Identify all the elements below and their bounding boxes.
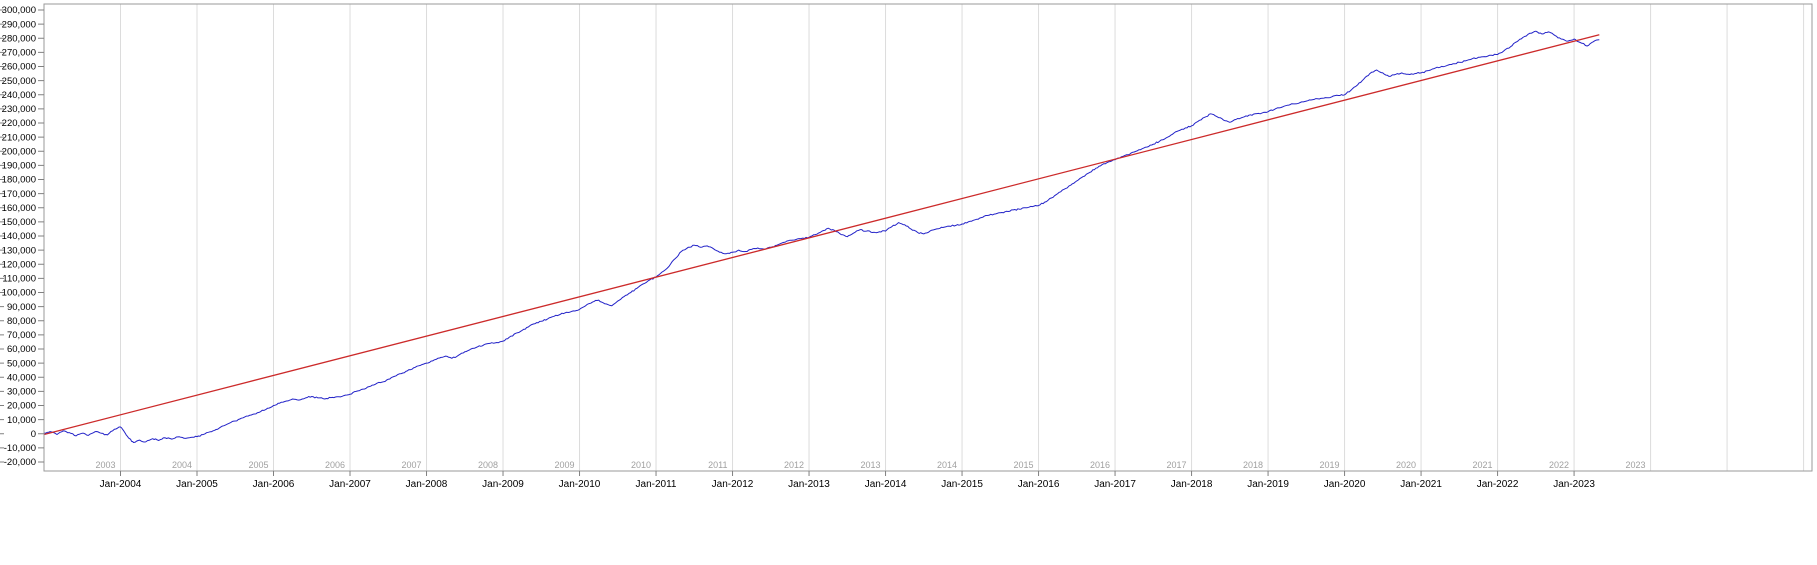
inner-year-label: 2020 <box>1396 460 1416 470</box>
y-tick-label: 30,000 <box>7 387 36 398</box>
y-tick-label: 210,000 <box>2 132 36 143</box>
x-tick-label: Jan-2022 <box>1477 479 1519 490</box>
y-tick-label: 40,000 <box>7 372 36 383</box>
plot-border <box>43 3 1813 472</box>
x-tick-label: Jan-2017 <box>1094 479 1136 490</box>
inner-year-label: 2022 <box>1549 460 1569 470</box>
y-tick-label: 120,000 <box>2 259 36 270</box>
y-tick-label: 300,000 <box>2 5 36 16</box>
x-tick-label: Jan-2019 <box>1247 479 1289 490</box>
inner-year-label: 2004 <box>172 460 192 470</box>
y-tick-label: 140,000 <box>2 231 36 242</box>
inner-year-labels: 2003 2004 2005 2006 2007 2008 2009 2010 2011 2012… <box>95 460 1645 470</box>
y-tick-label: 90,000 <box>7 302 36 313</box>
x-axis: Jan-2004 Jan-2005 Jan-2006 Jan-2007 Jan-2008… <box>100 471 1595 490</box>
x-tick-label: Jan-2007 <box>329 479 371 490</box>
x-tick-label: Jan-2009 <box>482 479 524 490</box>
inner-year-label: 2011 <box>708 460 727 470</box>
equity-curve-path <box>43 30 1600 443</box>
inner-year-label: 2015 <box>1014 460 1034 470</box>
y-tick-label: 270,000 <box>2 48 36 59</box>
y-tick-label: 200,000 <box>2 146 36 157</box>
x-tick-label: Jan-2004 <box>100 479 142 490</box>
y-tick-label: 80,000 <box>7 316 36 327</box>
x-tick-label: Jan-2012 <box>712 479 754 490</box>
inner-year-label: 2023 <box>1626 460 1646 470</box>
inner-year-label: 2013 <box>861 460 881 470</box>
y-axis: 300,000 290,000 280,000 270,000 260,000 250,0… <box>0 5 44 468</box>
inner-year-label: 2005 <box>248 460 268 470</box>
y-tick-label: 60,000 <box>7 344 36 355</box>
y-tick-label: 170,000 <box>2 189 36 200</box>
x-tick-label: Jan-2015 <box>941 479 983 490</box>
x-tick-label: Jan-2008 <box>406 479 448 490</box>
y-tick-label: 10,000 <box>7 415 36 426</box>
y-tick-label: 110,000 <box>2 274 36 285</box>
y-tick-label: 250,000 <box>2 76 36 87</box>
inner-year-label: 2008 <box>478 460 498 470</box>
y-tick-label: -10,000 <box>4 443 36 454</box>
inner-year-label: 2003 <box>95 460 115 470</box>
inner-year-label: 2006 <box>325 460 345 470</box>
inner-year-label: 2007 <box>401 460 421 470</box>
y-tick-label: 160,000 <box>2 203 36 214</box>
x-tick-label: Jan-2021 <box>1400 479 1442 490</box>
plot-area <box>44 4 1812 471</box>
x-tick-label: Jan-2013 <box>788 479 830 490</box>
inner-year-label: 2010 <box>631 460 651 470</box>
trend-line-path <box>43 34 1600 436</box>
x-tick-label: Jan-2010 <box>559 479 601 490</box>
x-tick-label: Jan-2006 <box>253 479 295 490</box>
y-tick-label: 240,000 <box>2 90 36 101</box>
y-tick-label: -20,000 <box>4 457 36 468</box>
y-tick-label: 20,000 <box>7 401 36 412</box>
gridlines <box>120 4 1805 471</box>
x-tick-label: Jan-2020 <box>1324 479 1366 490</box>
inner-year-label: 2018 <box>1243 460 1263 470</box>
y-tick-label: 100,000 <box>2 288 36 299</box>
y-tick-label: 180,000 <box>2 175 36 186</box>
y-tick-label: 150,000 <box>2 217 36 228</box>
x-tick-label: Jan-2023 <box>1553 479 1595 490</box>
y-tick-label: 50,000 <box>7 358 36 369</box>
inner-year-label: 2009 <box>554 460 574 470</box>
y-tick-label: 190,000 <box>2 161 36 172</box>
y-tick-label: 280,000 <box>2 33 36 44</box>
y-tick-label: 260,000 <box>2 62 36 73</box>
y-tick-label: 130,000 <box>2 245 36 256</box>
x-tick-label: Jan-2018 <box>1171 479 1213 490</box>
y-tick-label: 230,000 <box>2 104 36 115</box>
inner-year-label: 2021 <box>1473 460 1493 470</box>
inner-year-label: 2014 <box>937 460 957 470</box>
x-tick-label: Jan-2016 <box>1018 479 1060 490</box>
x-tick-label: Jan-2005 <box>176 479 218 490</box>
y-tick-label: 70,000 <box>7 330 36 341</box>
y-tick-label: 290,000 <box>2 19 36 30</box>
y-tick-label: 0 <box>31 429 36 440</box>
y-tick-label: 220,000 <box>2 118 36 129</box>
x-tick-label: Jan-2014 <box>865 479 907 490</box>
inner-year-label: 2012 <box>784 460 804 470</box>
inner-year-label: 2019 <box>1320 460 1340 470</box>
x-tick-label: Jan-2011 <box>636 479 677 490</box>
inner-year-label: 2016 <box>1090 460 1110 470</box>
inner-year-label: 2017 <box>1167 460 1187 470</box>
